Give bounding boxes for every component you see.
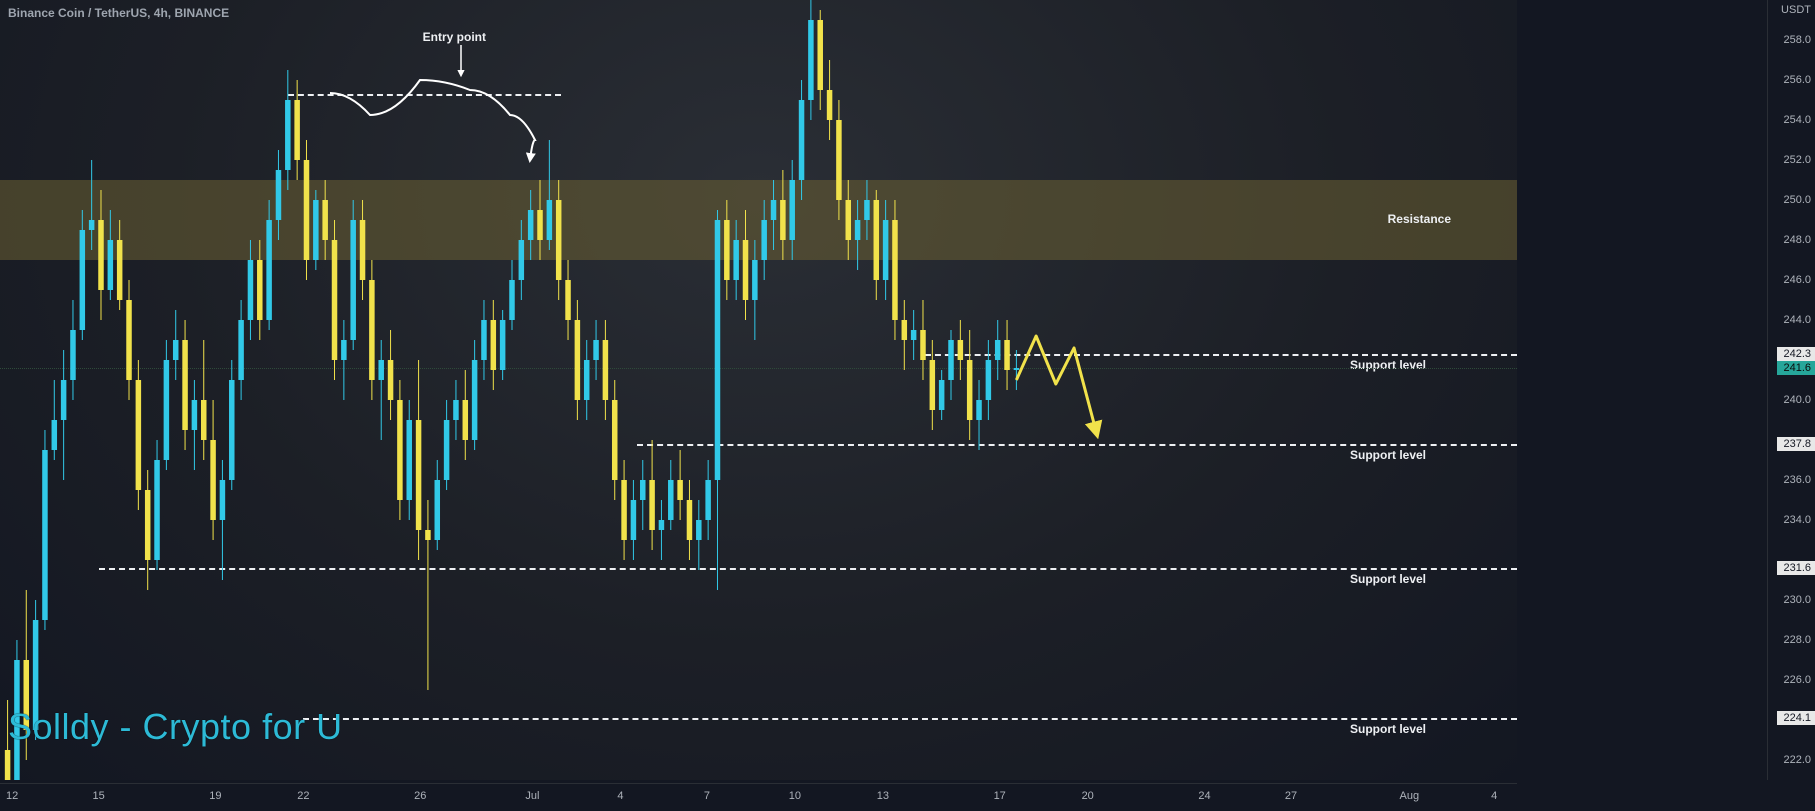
x-tick: 10: [789, 790, 801, 802]
y-tick: 234.0: [1783, 514, 1811, 526]
y-tick: 236.0: [1783, 474, 1811, 486]
candlestick-layer: [0, 0, 1517, 780]
x-tick: 19: [209, 790, 221, 802]
y-tick: 248.0: [1783, 234, 1811, 246]
price-tag: 231.6: [1777, 561, 1815, 575]
x-tick: 4: [617, 790, 623, 802]
price-tag: 237.8: [1777, 437, 1815, 451]
x-tick: 20: [1082, 790, 1094, 802]
x-tick: 24: [1198, 790, 1210, 802]
x-tick: 4: [1491, 790, 1497, 802]
watermark: Solldy - Crypto for U: [8, 706, 343, 748]
x-tick: 26: [414, 790, 426, 802]
chart-area[interactable]: Binance Coin / TetherUS, 4h, BINANCE Sol…: [0, 0, 1517, 780]
y-tick: 230.0: [1783, 594, 1811, 606]
x-tick: 13: [877, 790, 889, 802]
y-tick: 256.0: [1783, 74, 1811, 86]
y-tick: 254.0: [1783, 114, 1811, 126]
price-tag: 241.6: [1777, 361, 1815, 375]
y-tick: 222.0: [1783, 754, 1811, 766]
y-tick: 228.0: [1783, 634, 1811, 646]
price-tag: 224.1: [1777, 711, 1815, 725]
x-tick: 7: [704, 790, 710, 802]
y-tick: 250.0: [1783, 194, 1811, 206]
y-tick: 226.0: [1783, 674, 1811, 686]
price-tag: 242.3: [1777, 347, 1815, 361]
x-tick: Jul: [525, 790, 539, 802]
x-tick: 17: [994, 790, 1006, 802]
x-tick: Aug: [1399, 790, 1419, 802]
y-tick: 252.0: [1783, 154, 1811, 166]
x-tick: 15: [92, 790, 104, 802]
y-tick: 246.0: [1783, 274, 1811, 286]
y-tick: 244.0: [1783, 314, 1811, 326]
x-tick: 12: [6, 790, 18, 802]
y-tick: 240.0: [1783, 394, 1811, 406]
symbol-title: Binance Coin / TetherUS, 4h, BINANCE: [8, 6, 229, 20]
x-tick: 22: [297, 790, 309, 802]
y-tick: 258.0: [1783, 34, 1811, 46]
x-tick: 27: [1285, 790, 1297, 802]
y-axis: USDT 258.0 256.0 254.0 252.0 250.0 248.0 246.0…: [1767, 0, 1815, 780]
x-axis: 12 15 19 22 26 Jul 4 7 10 13 17 20 24 27 Aug 4: [0, 783, 1517, 811]
y-axis-unit: USDT: [1781, 4, 1811, 16]
